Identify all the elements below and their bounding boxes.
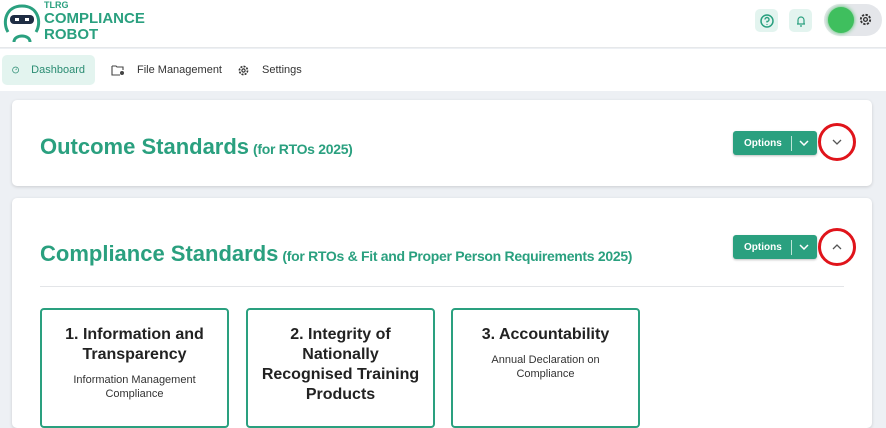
main-nav: Dashboard File Management Settings [0,49,886,91]
options-button[interactable]: Options [733,131,817,155]
nav-settings-label: Settings [262,64,302,76]
gear-icon [238,65,249,75]
collapse-toggle[interactable] [818,228,856,266]
bell-icon [796,15,805,27]
standard-card-title: 1. Information and Transparency [65,326,204,363]
user-menu[interactable] [824,4,882,36]
gear-icon[interactable] [858,12,873,27]
folder-gear-icon [111,65,124,76]
nav-dashboard-label: Dashboard [31,64,85,76]
nav-file-management-label: File Management [137,64,222,76]
standard-card-title: 3. Accountability [481,326,610,343]
chevron-down-icon[interactable] [792,242,817,253]
compliance-standards-section: Compliance Standards (for RTOs & Fit and … [12,198,872,428]
section-title: Compliance Standards (for RTOs & Fit and … [40,241,633,266]
standard-card-title: 2. Integrity of Nationally Recognised Tr… [261,326,420,403]
section-title: Outcome Standards (for RTOs 2025) [40,134,353,159]
divider [40,286,844,287]
help-button[interactable] [755,9,778,32]
nav-file-management[interactable]: File Management [101,55,232,85]
nav-settings[interactable]: Settings [227,55,312,85]
logo-text: COMPLIANCE ROBOT [44,10,145,43]
logo-tlrg: TLRG [44,0,69,10]
chevron-up-icon [832,244,842,250]
notifications-button[interactable] [789,9,812,32]
expand-toggle[interactable] [818,123,856,161]
help-circle-icon [759,13,774,28]
standard-card[interactable]: 2. Integrity of Nationally Recognised Tr… [246,308,435,428]
chevron-down-icon[interactable] [792,138,817,149]
chevron-down-icon [832,139,842,145]
avatar[interactable] [828,7,854,33]
standard-card-desc: Annual Declaration on Compliance [491,354,600,380]
standard-card[interactable]: 3. Accountability Annual Declaration on C… [451,308,640,428]
standard-card[interactable]: 1. Information and Transparency Informati… [40,308,229,428]
robot-logo-icon [3,4,41,43]
app-header: TLRG COMPLIANCE ROBOT [0,0,886,48]
options-button[interactable]: Options [733,235,817,259]
gauge-icon [12,66,19,74]
nav-dashboard[interactable]: Dashboard [2,55,95,85]
outcome-standards-section: Outcome Standards (for RTOs 2025) Options [12,100,872,186]
standard-card-desc: Information Management Compliance [73,374,196,400]
